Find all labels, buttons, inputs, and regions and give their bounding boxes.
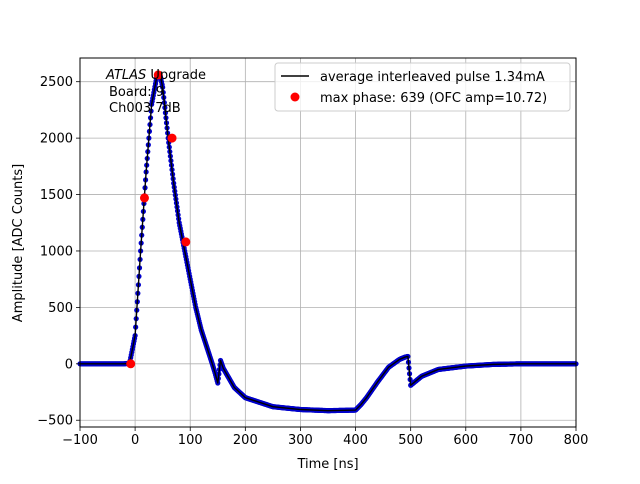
y-tick-label: 1500 [40,188,73,203]
y-tick-label: 1000 [40,244,73,259]
axes-frame [79,57,577,428]
max-phase-marker [153,70,163,80]
y-tick-label: 500 [48,301,73,316]
x-tick-label: 700 [508,433,533,448]
x-tick-label: 300 [288,433,313,448]
legend: average interleaved pulse 1.34mA max pha… [274,62,571,112]
annotation-line-1: ATLAS Upgrade [105,68,206,83]
y-tick-label: −500 [37,414,73,429]
atlas-annotation: ATLAS Upgrade Board: 9 Ch003 7dB [105,68,206,116]
x-tick-label: 100 [178,433,203,448]
y-tick-label: 2000 [40,132,73,147]
legend-marker-swatch [290,92,300,102]
x-tick-label: 500 [398,433,423,448]
ticks: −100 0 100 200 300 400 500 600 700 800 −500 0 500 100… [37,75,588,448]
max-phase-series [126,70,191,369]
x-tick-label: 0 [131,433,139,448]
legend-entry-max-phase: max phase: 639 (OFC amp=10.72) [320,91,547,106]
x-axis-label: Time [ns] [296,457,358,472]
legend-entry-average-pulse: average interleaved pulse 1.34mA [320,70,545,85]
x-tick-label: 200 [233,433,258,448]
max-phase-marker [126,359,136,369]
legend-box [274,62,571,112]
annotation-upgrade: Upgrade [146,68,206,83]
plot-area [77,70,579,414]
x-tick-label: −100 [62,433,98,448]
x-tick-label: 600 [453,433,478,448]
y-tick-label: 2500 [40,75,73,90]
annotation-atlas: ATLAS [105,68,146,83]
y-axis-label: Amplitude [ADC Counts] [11,164,26,322]
max-phase-marker [181,237,191,247]
x-tick-label: 800 [564,433,589,448]
annotation-line-3: Ch003 7dB [109,101,181,116]
annotation-line-2: Board: 9 [109,85,164,100]
max-phase-marker [167,133,177,143]
y-tick-label: 0 [65,357,73,372]
x-tick-label: 400 [343,433,368,448]
max-phase-marker [139,193,149,203]
